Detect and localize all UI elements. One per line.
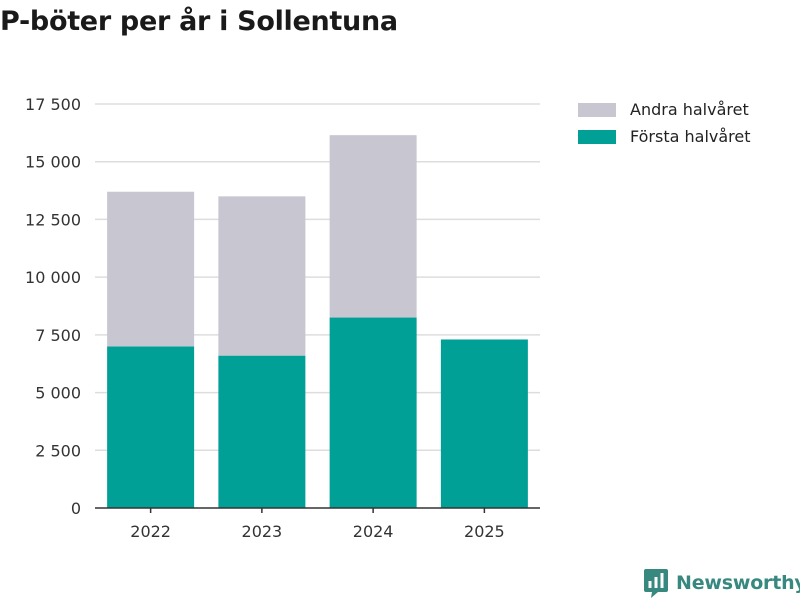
bar-andra-halvaret-2022 bbox=[107, 191, 195, 347]
y-tick-label: 10 000 bbox=[25, 268, 81, 287]
y-tick-label: 17 500 bbox=[25, 95, 81, 114]
bar-andra-halvaret-2023 bbox=[218, 196, 306, 356]
newsworthy-logo-icon bbox=[644, 569, 668, 598]
legend-label-forsta-halvaret: Första halvåret bbox=[630, 127, 751, 146]
bars bbox=[107, 135, 528, 508]
legend-swatch-forsta-halvaret bbox=[578, 129, 616, 144]
chart-title: P-böter per år i Sollentuna bbox=[0, 6, 398, 37]
x-tick-label: 2022 bbox=[130, 522, 171, 541]
brand-name: Newsworthy bbox=[676, 572, 800, 594]
axes: 0 2 500 5 000 7 500 10 000 12 500 15 000 17 500… bbox=[25, 95, 540, 541]
bar-forsta-halvaret-2025 bbox=[440, 339, 528, 508]
legend-label-andra-halvaret: Andra halvåret bbox=[630, 100, 749, 119]
x-tick-label: 2025 bbox=[464, 522, 505, 541]
legend-item-forsta-halvaret[interactable]: Första halvåret bbox=[578, 123, 751, 150]
x-tick-label: 2023 bbox=[242, 522, 283, 541]
bar-forsta-halvaret-2024 bbox=[329, 317, 417, 508]
y-tick-label: 15 000 bbox=[25, 153, 81, 172]
y-tick-label: 7 500 bbox=[35, 326, 81, 345]
legend-item-andra-halvaret[interactable]: Andra halvåret bbox=[578, 96, 751, 123]
legend: Andra halvåret Första halvåret bbox=[578, 96, 751, 150]
legend-swatch-andra-halvaret bbox=[578, 102, 616, 117]
newsworthy-brand[interactable]: Newsworthy bbox=[644, 568, 800, 598]
bar-forsta-halvaret-2023 bbox=[218, 355, 306, 508]
y-tick-label: 2 500 bbox=[35, 441, 81, 460]
x-tick-label: 2024 bbox=[353, 522, 394, 541]
bar-andra-halvaret-2024 bbox=[329, 135, 417, 318]
y-tick-label: 5 000 bbox=[35, 384, 81, 403]
y-tick-label: 12 500 bbox=[25, 210, 81, 229]
y-tick-label: 0 bbox=[71, 499, 81, 518]
bar-forsta-halvaret-2022 bbox=[107, 346, 195, 508]
